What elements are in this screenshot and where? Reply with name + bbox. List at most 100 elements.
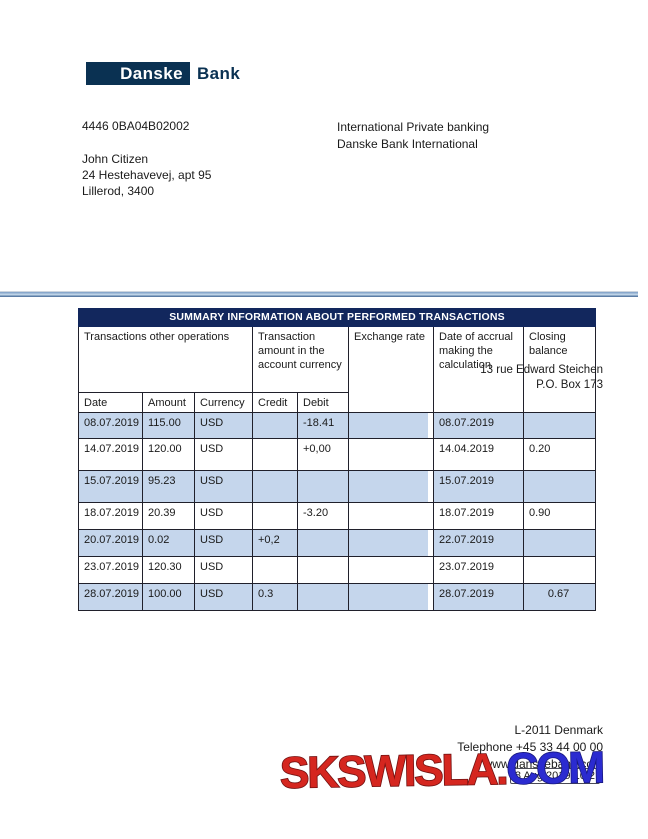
cell-exchange — [348, 556, 434, 584]
footer-telephone: Telephone +45 33 44 00 00 — [457, 740, 603, 754]
cell-date: 08.07.2019 — [78, 412, 143, 439]
cell-credit — [252, 502, 298, 530]
cell-debit: -3.20 — [297, 502, 349, 530]
footer-postal-code: L-2011 Denmark — [514, 723, 604, 737]
bank-street-address-overlay: 13 rue Edward Steichen P.O. Box 173 — [480, 363, 603, 393]
customer-street: 24 Hestehavevej, apt 95 — [82, 168, 212, 182]
bank-division: International Private banking — [337, 120, 490, 134]
cell-debit: -18.41 — [297, 412, 349, 439]
transaction-row: 20.07.2019 0.02 USD +0,2 22.07.2019 — [78, 529, 597, 557]
cell-accrual: 15.07.2019 — [433, 470, 524, 503]
cell-accrual: 23.07.2019 — [433, 556, 524, 584]
colgroup-transactions-other-operations: Transactions other operations — [78, 326, 253, 393]
bank-name: Danske Bank International — [337, 137, 478, 151]
cell-date: 28.07.2019 — [78, 583, 143, 611]
account-number: 4446 0BA04B02002 — [82, 119, 190, 133]
bank-street: 13 rue Edward Steichen — [480, 364, 603, 376]
column-closing-balance: Closing balance — [522, 326, 597, 413]
customer-name: John Citizen — [82, 152, 149, 166]
logo-danske-text: Danske — [120, 64, 183, 83]
cell-accrual: 28.07.2019 — [433, 583, 524, 611]
cell-closing: 0.20 — [522, 438, 597, 471]
cell-credit — [252, 556, 298, 584]
cell-credit: +0,2 — [252, 529, 298, 557]
cell-closing — [522, 529, 597, 557]
cell-closing — [522, 556, 597, 584]
cell-amount: 120.30 — [142, 556, 195, 584]
cell-exchange — [348, 583, 434, 611]
cell-exchange — [348, 412, 434, 439]
cell-currency: USD — [194, 470, 253, 503]
cell-amount: 95.23 — [142, 470, 195, 503]
column-date-of-accrual: Date of accrual making the calculation — [433, 326, 524, 413]
cell-currency: USD — [194, 502, 253, 530]
cell-debit — [297, 470, 349, 503]
cell-debit — [297, 529, 349, 557]
transaction-row: 18.07.2019 20.39 USD -3.20 18.07.2019 0.90 — [78, 502, 597, 530]
colgroup-transaction-amount: Transaction amount in the account curren… — [252, 326, 349, 393]
cell-currency: USD — [194, 412, 253, 439]
cell-exchange — [348, 438, 434, 471]
bank-info-block: International Private banking Danske Ban… — [337, 119, 489, 153]
cell-amount: 120.00 — [142, 438, 195, 471]
table-title-row: SUMMARY INFORMATION ABOUT PERFORMED TRAN… — [77, 308, 597, 327]
cell-exchange — [348, 502, 434, 530]
cell-closing: 0.67 — [522, 583, 597, 611]
cell-date: 20.07.2019 — [78, 529, 143, 557]
cell-amount: 20.39 — [142, 502, 195, 530]
date-time-stamp: 8 Aug 2019 10:2 — [509, 768, 600, 784]
cell-credit — [252, 412, 298, 439]
transaction-row: 08.07.2019 115.00 USD -18.41 08.07.2019 — [78, 412, 597, 439]
column-currency: Currency — [194, 392, 253, 413]
customer-address-block: John Citizen 24 Hestehavevej, apt 95 Lil… — [82, 151, 211, 199]
cell-debit — [297, 583, 349, 611]
table-group-header-row: Transactions other operations Transactio… — [78, 326, 597, 413]
cell-exchange — [348, 529, 434, 557]
cell-exchange — [348, 470, 434, 503]
transaction-row: 14.07.2019 120.00 USD +0,00 14.04.2019 0.20 — [78, 438, 597, 471]
logo-bank-text: Bank — [197, 64, 241, 83]
column-exchange-rate: Exchange rate — [348, 326, 434, 413]
cell-currency: USD — [194, 583, 253, 611]
logo-danske-box: Danske — [86, 62, 190, 85]
transaction-row: 23.07.2019 120.30 USD 23.07.2019 — [78, 556, 597, 584]
column-debit: Debit — [297, 392, 349, 413]
cell-date: 23.07.2019 — [78, 556, 143, 584]
cell-accrual: 22.07.2019 — [433, 529, 524, 557]
table-sub-header-row: Date Amount Currency Credit Debit — [78, 392, 596, 413]
cell-date: 18.07.2019 — [78, 502, 143, 530]
customer-city: Lillerod, 3400 — [82, 184, 155, 198]
bank-po-box: P.O. Box 173 — [536, 379, 603, 391]
transactions-table: SUMMARY INFORMATION ABOUT PERFORMED TRAN… — [77, 308, 597, 611]
column-credit: Credit — [252, 392, 298, 413]
column-amount: Amount — [142, 392, 195, 413]
cell-date: 15.07.2019 — [78, 470, 143, 503]
cell-closing — [522, 412, 597, 439]
cell-debit — [297, 556, 349, 584]
table-title: SUMMARY INFORMATION ABOUT PERFORMED TRAN… — [77, 308, 597, 327]
cell-closing: 0.90 — [522, 502, 597, 530]
cell-amount: 115.00 — [142, 412, 195, 439]
transaction-row: 15.07.2019 95.23 USD 15.07.2019 — [78, 470, 597, 503]
cell-currency: USD — [194, 556, 253, 584]
cell-accrual: 18.07.2019 — [433, 502, 524, 530]
watermark-blue-text: COM — [505, 742, 604, 794]
transactions-body: 08.07.2019 115.00 USD -18.41 08.07.2019 14.07… — [78, 412, 597, 611]
cell-currency: USD — [194, 529, 253, 557]
cell-accrual: 14.04.2019 — [433, 438, 524, 471]
cell-amount: 100.00 — [142, 583, 195, 611]
cell-currency: USD — [194, 438, 253, 471]
cell-credit — [252, 470, 298, 503]
transaction-row: 28.07.2019 100.00 USD 0.3 28.07.2019 0.67 — [78, 583, 597, 611]
cell-closing — [522, 470, 597, 503]
skswisla-watermark: SKSWISLA.COM — [279, 742, 605, 799]
horizontal-divider — [0, 291, 638, 297]
cell-credit: 0.3 — [252, 583, 298, 611]
watermark-red-text: SKSWISLA. — [279, 744, 508, 799]
column-date: Date — [78, 392, 143, 413]
footer-contact-block: L-2011 Denmark Telephone +45 33 44 00 00… — [457, 722, 603, 773]
cell-debit: +0,00 — [297, 438, 349, 471]
cell-date: 14.07.2019 — [78, 438, 143, 471]
cell-credit — [252, 438, 298, 471]
